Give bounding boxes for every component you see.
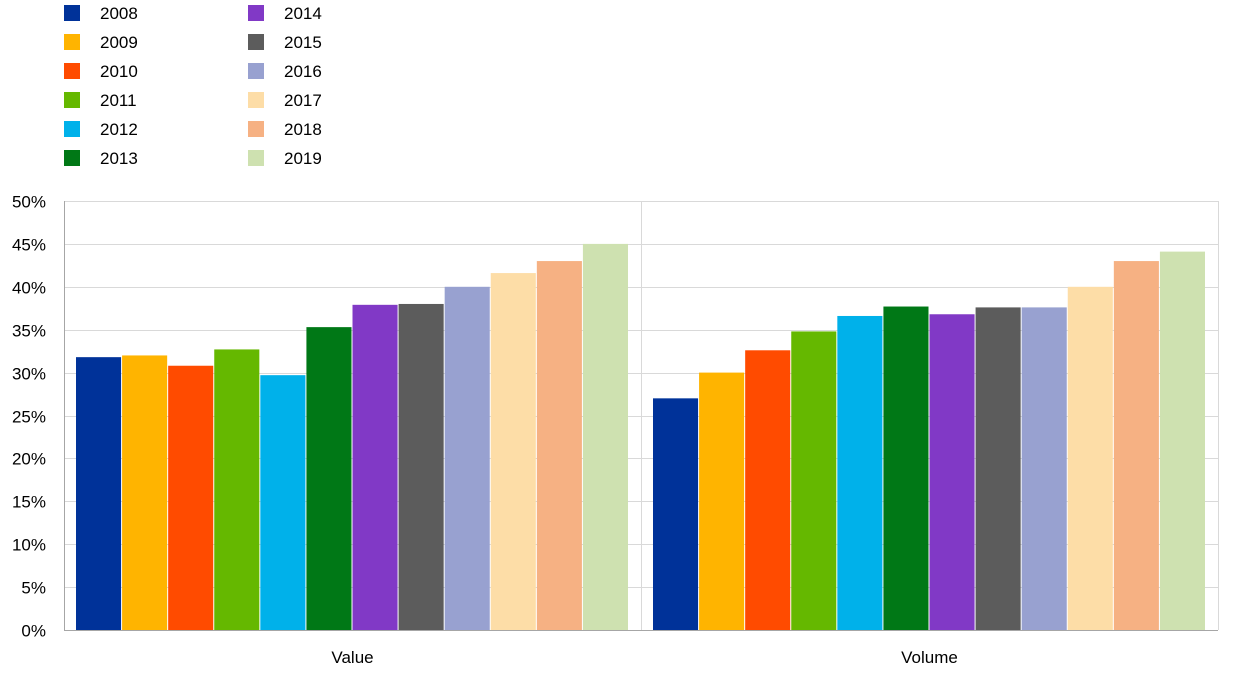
bar-value-2016 [444,286,490,630]
legend-swatch [248,121,264,137]
legend-swatch [64,34,80,50]
legend-label: 2009 [100,33,138,52]
legend-swatch [248,5,264,21]
legend-label: 2019 [284,149,322,168]
legend-item-2008: 2008 [64,4,138,23]
chart-legend: 2008 2009 2010 2011 2012 2013 2014 2015 2016 2017… [64,4,322,168]
bar-value-2018 [536,261,582,630]
bar-value-2019 [582,243,628,630]
x-tick-label: Value [331,648,373,667]
legend-swatch [248,92,264,108]
bar-volume-2013 [883,306,929,630]
y-tick-label: 10% [12,536,46,555]
legend-label: 2016 [284,62,322,81]
legend-label: 2017 [284,91,322,110]
y-tick-label: 40% [12,279,46,298]
bar-value-2017 [490,273,536,630]
legend-item-2014: 2014 [248,4,322,23]
bar-volume-2019 [1159,251,1205,630]
legend-item-2010: 2010 [64,62,138,81]
legend-swatch [64,63,80,79]
legend-item-2012: 2012 [64,120,138,139]
legend-label: 2013 [100,149,138,168]
bar-value-2011 [214,349,260,630]
y-tick-label: 35% [12,322,46,341]
bar-value-2015 [398,303,444,630]
legend-item-2015: 2015 [248,33,322,52]
y-tick-label: 20% [12,450,46,469]
legend-swatch [64,5,80,21]
plot-area [64,201,1219,631]
legend-label: 2012 [100,120,138,139]
x-tick-label: Volume [901,648,958,667]
bar-volume-2008 [653,398,699,630]
bar-value-2012 [260,375,306,630]
y-tick-label: 30% [12,365,46,384]
y-axis: 0% 5% 10% 15% 20% 25% 30% 35% 40% 45% 50% [12,193,65,641]
legend-swatch [248,150,264,166]
legend-label: 2010 [100,62,138,81]
y-tick-label: 15% [12,493,46,512]
bar-value-2008 [76,357,122,630]
legend-label: 2014 [284,4,322,23]
bar-volume-2014 [929,314,975,630]
bar-volume-2012 [837,315,883,630]
bar-value-2014 [352,304,398,630]
bar-volume-2010 [745,350,791,630]
legend-item-2011: 2011 [64,91,137,110]
bar-value-2009 [122,355,168,630]
legend-label: 2011 [100,91,137,110]
legend-label: 2008 [100,4,138,23]
legend-swatch [64,92,80,108]
legend-item-2013: 2013 [64,149,138,168]
bar-volume-2015 [975,307,1021,630]
bar-volume-2018 [1113,261,1159,630]
legend-item-2016: 2016 [248,62,322,81]
bar-volume-2011 [791,331,837,630]
bar-volume-2016 [1021,307,1067,630]
legend-swatch [64,121,80,137]
bar-value-2010 [168,365,214,630]
legend-item-2009: 2009 [64,33,138,52]
legend-item-2018: 2018 [248,120,322,139]
y-tick-label: 25% [12,408,46,427]
bar-volume-2009 [699,372,745,630]
bar-value-2013 [306,327,352,630]
legend-swatch [248,34,264,50]
legend-label: 2018 [284,120,322,139]
legend-item-2017: 2017 [248,91,322,110]
bar-volume-2017 [1067,286,1113,630]
y-tick-label: 0% [21,622,46,641]
y-tick-label: 45% [12,236,46,255]
legend-label: 2015 [284,33,322,52]
legend-swatch [248,63,264,79]
legend-swatch [64,150,80,166]
y-tick-label: 5% [21,579,46,598]
legend-item-2019: 2019 [248,149,322,168]
x-axis: Value Volume [64,630,1218,667]
y-tick-label: 50% [12,193,46,212]
